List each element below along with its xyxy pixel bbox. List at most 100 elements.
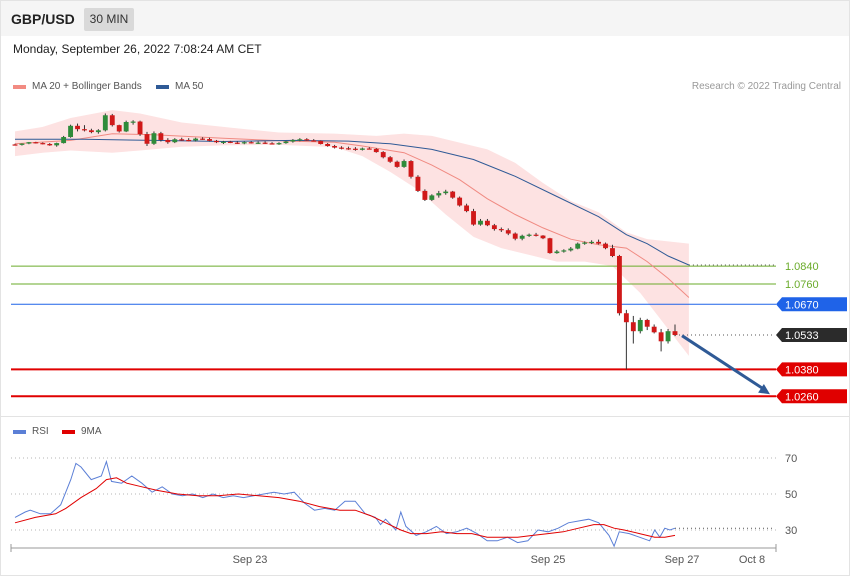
candle xyxy=(47,143,53,146)
candle xyxy=(644,319,650,327)
candle xyxy=(610,248,615,256)
candle xyxy=(214,140,219,143)
candle xyxy=(54,143,60,146)
candle xyxy=(623,313,629,323)
legend-rsi-label: RSI xyxy=(32,426,49,437)
x-tick-label: Sep 23 xyxy=(233,554,268,566)
candle xyxy=(88,130,94,133)
candle xyxy=(283,141,289,144)
candle xyxy=(394,161,400,167)
projection-arrowhead xyxy=(758,383,770,395)
level-label: 1.0260 xyxy=(785,391,819,403)
candle xyxy=(665,331,671,342)
candle xyxy=(165,139,171,143)
candle xyxy=(123,121,129,132)
candle xyxy=(339,147,344,149)
candle xyxy=(554,251,560,254)
candle xyxy=(387,157,393,162)
level-tag xyxy=(776,389,847,404)
legend-rsi: RSI xyxy=(13,426,49,437)
candle xyxy=(616,256,622,314)
level-label: 1.0760 xyxy=(785,279,819,291)
legend-ma20: MA 20 + Bollinger Bands xyxy=(13,81,142,92)
legend-9ma: 9MA xyxy=(62,426,102,437)
symbol-label: GBP/USD xyxy=(11,11,75,27)
candle xyxy=(575,243,581,249)
x-tick-label: Sep 27 xyxy=(665,554,700,566)
candle xyxy=(75,125,80,130)
x-tick-label: Sep 25 xyxy=(531,554,566,566)
candle xyxy=(533,234,539,236)
candle xyxy=(109,115,115,126)
candle xyxy=(137,121,143,135)
candle xyxy=(116,125,122,132)
candle xyxy=(144,134,150,144)
candle xyxy=(318,140,324,144)
candle xyxy=(207,139,212,141)
candle xyxy=(304,139,310,141)
level-tag xyxy=(776,362,847,377)
timeframe-button[interactable]: 30 MIN xyxy=(84,8,134,31)
candle xyxy=(561,250,567,252)
candle xyxy=(526,234,532,236)
candle xyxy=(290,139,296,142)
candle xyxy=(193,138,199,141)
level-label: 1.0380 xyxy=(785,364,819,376)
candle xyxy=(651,326,657,333)
candle xyxy=(12,144,18,146)
bollinger-band xyxy=(15,110,689,356)
candle xyxy=(603,243,608,249)
candle xyxy=(241,142,247,144)
candle xyxy=(380,152,386,158)
candle xyxy=(415,176,421,191)
level-tag xyxy=(776,297,847,312)
candle xyxy=(547,238,553,254)
candle xyxy=(484,220,490,226)
candle xyxy=(568,248,574,251)
candle xyxy=(255,142,261,144)
candle xyxy=(596,241,602,244)
candle xyxy=(401,161,407,167)
candle xyxy=(512,233,518,239)
candle xyxy=(582,242,588,244)
candle xyxy=(658,332,664,342)
copyright-text: Research © 2022 Trading Central xyxy=(691,81,841,92)
header-bar: GBP/USD 30 MIN xyxy=(1,1,849,36)
candle xyxy=(429,195,435,200)
candle xyxy=(61,137,67,144)
candle xyxy=(179,139,185,141)
rsi-tick-label: 50 xyxy=(785,489,797,501)
candle xyxy=(352,148,358,150)
panel-separator xyxy=(1,416,849,417)
candle xyxy=(234,142,240,144)
candle xyxy=(248,142,254,144)
candle xyxy=(158,133,164,140)
ma9-swatch xyxy=(62,429,75,434)
candle xyxy=(457,197,463,206)
candle xyxy=(68,125,74,138)
candle xyxy=(325,143,331,147)
candle xyxy=(40,143,46,145)
rsi-series-9MA xyxy=(14,477,676,538)
candle xyxy=(186,139,192,142)
candle xyxy=(26,142,32,144)
rsi-swatch xyxy=(13,429,26,434)
ma20-line xyxy=(14,133,690,298)
candle xyxy=(130,121,136,123)
level-label: 1.0670 xyxy=(785,299,819,311)
candle xyxy=(359,148,365,150)
legend-ma50: MA 50 xyxy=(156,81,203,92)
rsi-tick-label: 30 xyxy=(785,525,797,537)
rsi-series-RSI xyxy=(14,459,676,548)
candle xyxy=(672,331,678,336)
ma20-swatch xyxy=(13,84,26,89)
x-tick-label: Oct 8 xyxy=(739,554,765,566)
candle xyxy=(450,191,456,198)
ma50-swatch xyxy=(156,84,169,89)
candle xyxy=(262,142,268,144)
candle xyxy=(227,141,233,143)
candle xyxy=(366,148,372,150)
candle xyxy=(491,225,497,230)
candle xyxy=(589,241,595,244)
legend-ma20-label: MA 20 + Bollinger Bands xyxy=(32,81,142,92)
